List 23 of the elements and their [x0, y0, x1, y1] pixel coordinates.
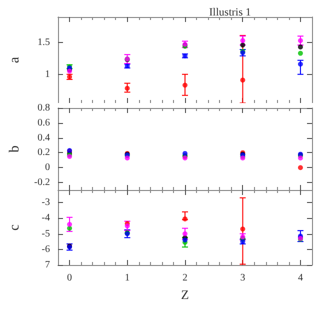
y-tick-label: 0.6 — [38, 117, 50, 128]
y-tick-label: -6 — [42, 244, 50, 255]
x-tick-label: 1 — [124, 272, 130, 284]
y-tick-label: -4 — [42, 212, 50, 224]
y-tick-label: -3 — [42, 197, 50, 208]
x-tick-label: 4 — [298, 272, 303, 284]
x-tick-label: 3 — [240, 272, 246, 284]
y-tick-label: 7 — [45, 260, 50, 270]
x-tick-label: 2 — [182, 272, 188, 284]
x-axis-title: Z — [181, 286, 190, 302]
y-axis-title: c — [8, 224, 22, 231]
y-tick-label: 0.8 — [38, 102, 50, 114]
y-tick-label: 1 — [45, 68, 50, 80]
x-tick-label: 0 — [67, 272, 72, 284]
y-tick-label: 0.2 — [38, 147, 50, 158]
y-tick-label: -0.2 — [34, 177, 50, 188]
y-axis-title: b — [8, 146, 22, 152]
y-tick-label: -5 — [42, 228, 50, 240]
y-tick-label: 1.5 — [38, 36, 50, 48]
y-axis-title: a — [8, 56, 22, 64]
y-tick-label: 0 — [45, 162, 50, 174]
chart-title: Illustris 1 — [209, 6, 252, 18]
y-tick-label: 0.4 — [38, 132, 50, 144]
